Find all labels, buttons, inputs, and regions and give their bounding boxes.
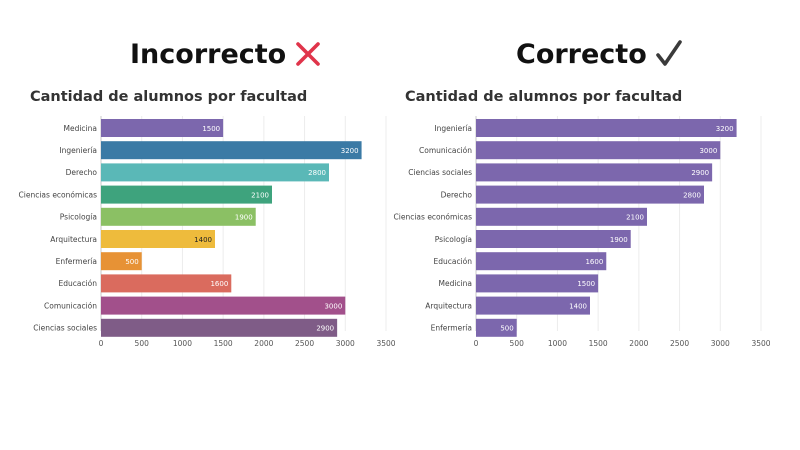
correct-category-label-arquitectura: Arquitectura bbox=[425, 301, 472, 310]
correct-x-tick-label: 2000 bbox=[629, 339, 648, 348]
correct-value-label-derecho: 2800 bbox=[683, 191, 701, 199]
incorrect-bar-ciencias-sociales bbox=[101, 318, 338, 337]
incorrect-x-tick-label: 1000 bbox=[173, 339, 192, 348]
correct-bar-enfermeria bbox=[476, 318, 517, 337]
correct-x-tick-label: 0 bbox=[474, 339, 479, 348]
incorrect-category-label-comunicacion: Comunicación bbox=[44, 301, 97, 310]
incorrect-x-tick-label: 3500 bbox=[376, 339, 395, 348]
correct-category-label-comunicacion: Comunicación bbox=[419, 146, 472, 155]
correct-value-label-educacion: 1600 bbox=[585, 258, 603, 266]
correct-bar-psicologia bbox=[476, 230, 631, 248]
correct-value-label-ingenieria: 3200 bbox=[716, 125, 734, 133]
incorrect-bar-derecho bbox=[101, 163, 329, 182]
correct-bar-comunicacion bbox=[476, 141, 721, 160]
incorrect-x-tick-label: 2000 bbox=[254, 339, 273, 348]
correct-chart-title: Cantidad de alumnos por facultad bbox=[405, 89, 683, 105]
incorrect-bar-ciencias-economicas bbox=[101, 185, 272, 204]
incorrect-value-label-enfermeria: 500 bbox=[125, 258, 138, 266]
incorrect-bar-chart: 0 500 1000 1500 2000 2500 3000 3500 Medicina 1500… bbox=[0, 110, 396, 355]
correct-x-tick-label: 2500 bbox=[670, 339, 689, 348]
incorrect-category-label-arquitectura: Arquitectura bbox=[50, 235, 97, 244]
correct-value-label-arquitectura: 1400 bbox=[569, 302, 587, 310]
incorrect-category-label-medicina: Medicina bbox=[64, 124, 98, 133]
incorrect-bar-enfermeria bbox=[101, 252, 142, 271]
correct-category-label-psicologia: Psicología bbox=[435, 235, 472, 244]
incorrect-value-label-ciencias-sociales: 2900 bbox=[316, 325, 334, 333]
correct-value-label-ciencias-economicas: 2100 bbox=[626, 214, 644, 222]
incorrect-value-label-derecho: 2800 bbox=[308, 169, 326, 177]
incorrect-category-label-educacion: Educación bbox=[58, 279, 97, 288]
incorrect-category-label-psicologia: Psicología bbox=[60, 213, 97, 222]
incorrect-x-tick-label: 3000 bbox=[336, 339, 355, 348]
correct-category-label-educacion: Educación bbox=[433, 257, 472, 266]
check-mark-icon bbox=[655, 40, 683, 68]
correct-heading-text: Correcto bbox=[516, 38, 647, 70]
correct-bar-ingenieria bbox=[476, 119, 737, 137]
incorrect-bar-psicologia bbox=[101, 207, 256, 226]
incorrect-value-label-psicologia: 1900 bbox=[235, 214, 253, 222]
correct-bar-medicina bbox=[476, 274, 599, 293]
correct-bar-chart: 0 500 1000 1500 2000 2500 3000 3500 Ingeniería 32… bbox=[375, 110, 771, 355]
incorrect-value-label-arquitectura: 1400 bbox=[194, 236, 212, 244]
correct-x-tick-label: 3000 bbox=[711, 339, 730, 348]
correct-category-label-ingenieria: Ingeniería bbox=[434, 124, 472, 133]
incorrect-value-label-comunicacion: 3000 bbox=[324, 302, 342, 310]
incorrect-heading-text: Incorrecto bbox=[130, 38, 287, 70]
correct-value-label-medicina: 1500 bbox=[577, 280, 595, 288]
correct-x-tick-label: 1000 bbox=[548, 339, 567, 348]
correct-category-label-medicina: Medicina bbox=[439, 279, 473, 288]
incorrect-value-label-educacion: 1600 bbox=[210, 280, 228, 288]
correct-chart-svg: 0 500 1000 1500 2000 2500 3000 3500 Ingeniería 32… bbox=[394, 116, 771, 348]
incorrect-x-tick-label: 1500 bbox=[214, 339, 233, 348]
incorrect-category-label-ciencias-sociales: Ciencias sociales bbox=[33, 324, 97, 333]
incorrect-chart-title: Cantidad de alumnos por facultad bbox=[30, 89, 308, 105]
incorrect-category-label-enfermeria: Enfermería bbox=[56, 257, 97, 266]
incorrect-bar-comunicacion bbox=[101, 296, 346, 315]
correct-x-tick-label: 3500 bbox=[751, 339, 770, 348]
correct-bar-educacion bbox=[476, 252, 607, 271]
incorrect-x-tick-label: 0 bbox=[99, 339, 104, 348]
correct-category-label-derecho: Derecho bbox=[441, 190, 473, 199]
correct-value-label-ciencias-sociales: 2900 bbox=[691, 169, 709, 177]
incorrect-category-label-ciencias-economicas: Ciencias económicas bbox=[19, 190, 98, 199]
incorrect-bar-arquitectura bbox=[101, 230, 215, 248]
incorrect-x-tick-label: 500 bbox=[135, 339, 150, 348]
incorrect-value-label-ciencias-economicas: 2100 bbox=[251, 191, 269, 199]
incorrect-category-label-derecho: Derecho bbox=[66, 168, 98, 177]
correct-x-tick-label: 500 bbox=[510, 339, 525, 348]
incorrect-heading: Incorrecto bbox=[130, 34, 322, 74]
correct-category-label-enfermeria: Enfermería bbox=[431, 324, 472, 333]
correct-heading: Correcto bbox=[516, 34, 683, 74]
correct-bar-ciencias-sociales bbox=[476, 163, 713, 182]
correct-category-label-ciencias-sociales: Ciencias sociales bbox=[408, 168, 472, 177]
incorrect-value-label-ingenieria: 3200 bbox=[341, 147, 359, 155]
incorrect-value-label-medicina: 1500 bbox=[202, 125, 220, 133]
incorrect-bar-medicina bbox=[101, 119, 224, 137]
correct-category-label-ciencias-economicas: Ciencias económicas bbox=[394, 213, 473, 222]
incorrect-chart-svg: 0 500 1000 1500 2000 2500 3000 3500 Medicina 1500… bbox=[19, 116, 396, 348]
incorrect-x-tick-label: 2500 bbox=[295, 339, 314, 348]
correct-x-tick-label: 1500 bbox=[589, 339, 608, 348]
cross-mark-icon bbox=[294, 40, 322, 68]
incorrect-bar-educacion bbox=[101, 274, 232, 293]
correct-bar-derecho bbox=[476, 185, 704, 204]
correct-value-label-comunicacion: 3000 bbox=[699, 147, 717, 155]
incorrect-bar-ingenieria bbox=[101, 141, 362, 160]
correct-value-label-psicologia: 1900 bbox=[610, 236, 628, 244]
correct-bar-arquitectura bbox=[476, 296, 590, 315]
correct-value-label-enfermeria: 500 bbox=[500, 325, 513, 333]
correct-bar-ciencias-economicas bbox=[476, 207, 647, 226]
incorrect-category-label-ingenieria: Ingeniería bbox=[59, 146, 97, 155]
